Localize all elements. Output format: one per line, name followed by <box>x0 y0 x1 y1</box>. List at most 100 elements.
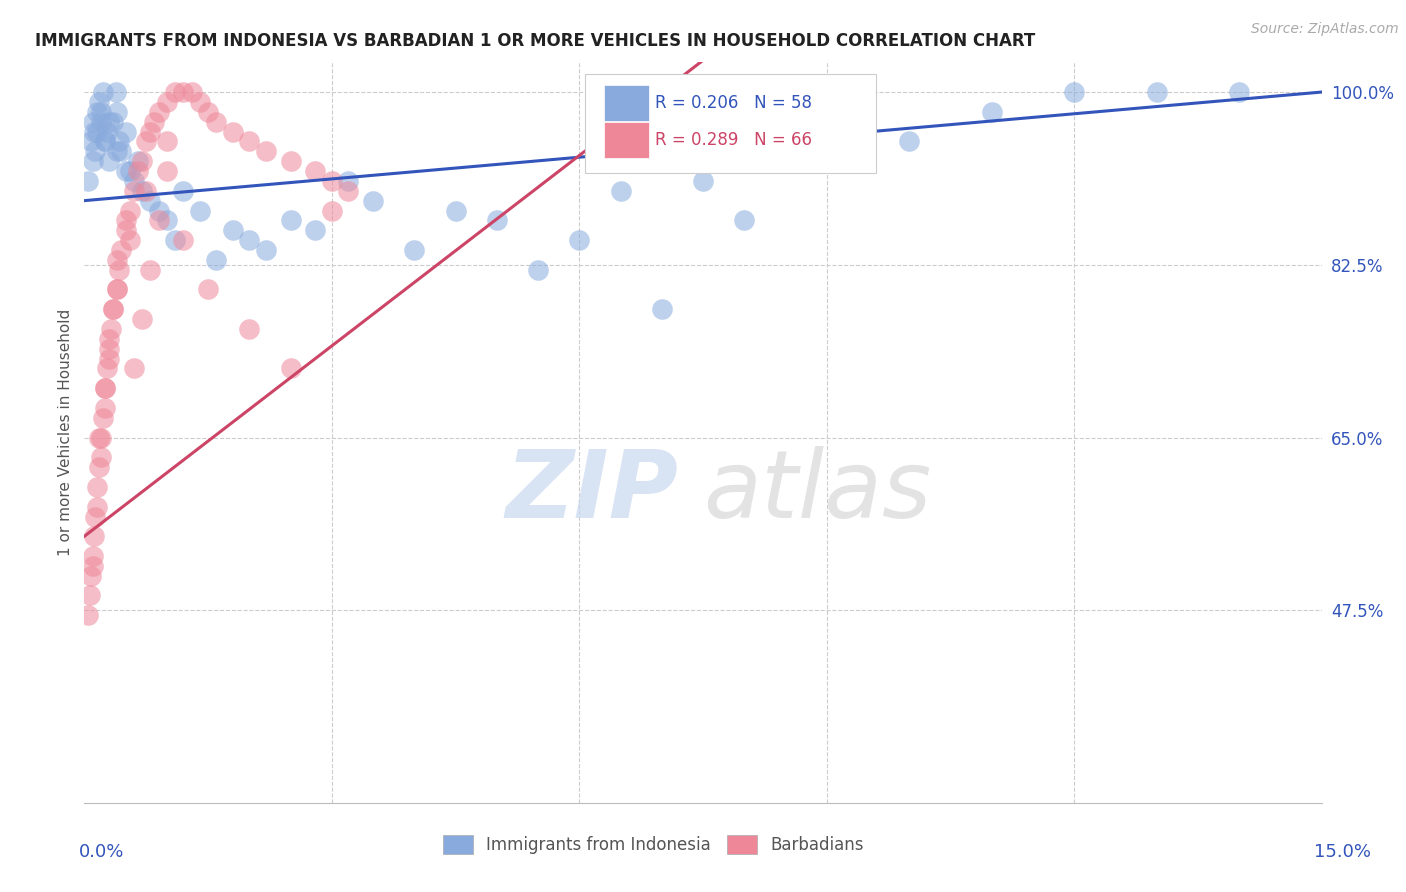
Point <box>172 233 194 247</box>
Point <box>197 283 219 297</box>
Point <box>337 174 360 188</box>
Point <box>980 104 1002 119</box>
Point <box>91 85 114 99</box>
Point <box>254 145 277 159</box>
Point <box>105 252 128 267</box>
Point <box>280 361 302 376</box>
Point <box>280 154 302 169</box>
Point <box>104 85 127 99</box>
FancyBboxPatch shape <box>605 86 648 121</box>
Point <box>110 145 132 159</box>
Point <box>205 114 228 128</box>
Point <box>110 243 132 257</box>
Point <box>165 233 187 247</box>
Point <box>254 243 277 257</box>
Point <box>733 213 755 227</box>
Point <box>98 332 121 346</box>
Point <box>86 104 108 119</box>
Point <box>205 252 228 267</box>
Point <box>692 174 714 188</box>
Point <box>96 361 118 376</box>
Point <box>122 184 145 198</box>
Point <box>89 431 111 445</box>
Point <box>118 164 141 178</box>
Point <box>89 460 111 475</box>
Point <box>172 184 194 198</box>
Point <box>148 203 170 218</box>
Point <box>90 431 112 445</box>
Point <box>108 135 131 149</box>
Point <box>139 262 162 277</box>
Point <box>91 410 114 425</box>
Point <box>118 203 141 218</box>
Point <box>188 95 211 109</box>
Point <box>156 164 179 178</box>
Point <box>98 154 121 169</box>
Point <box>80 135 103 149</box>
Point <box>222 223 245 237</box>
Point <box>148 213 170 227</box>
Point <box>197 104 219 119</box>
Point <box>238 135 260 149</box>
Point <box>135 184 157 198</box>
Point <box>114 164 136 178</box>
Point <box>103 302 125 317</box>
Text: 0.0%: 0.0% <box>79 843 124 861</box>
Point <box>304 164 326 178</box>
Point <box>222 124 245 138</box>
Point <box>156 213 179 227</box>
Point <box>122 174 145 188</box>
Point <box>165 85 187 99</box>
Point <box>361 194 384 208</box>
Point <box>321 203 343 218</box>
Point <box>105 145 128 159</box>
Y-axis label: 1 or more Vehicles in Household: 1 or more Vehicles in Household <box>58 309 73 557</box>
Point <box>90 114 112 128</box>
Point <box>98 114 121 128</box>
Point <box>131 154 153 169</box>
Point <box>127 154 149 169</box>
Point <box>238 322 260 336</box>
Text: 15.0%: 15.0% <box>1315 843 1371 861</box>
Point <box>105 104 128 119</box>
Point <box>444 203 467 218</box>
Point <box>1227 85 1250 99</box>
Point <box>84 145 107 159</box>
Point <box>127 164 149 178</box>
Point <box>77 174 100 188</box>
Point <box>105 283 128 297</box>
Point <box>98 342 121 356</box>
Point <box>94 381 117 395</box>
Point <box>118 233 141 247</box>
Point <box>148 104 170 119</box>
Point <box>404 243 426 257</box>
Point <box>103 114 125 128</box>
Point <box>90 104 112 119</box>
Point <box>651 302 673 317</box>
Point <box>122 361 145 376</box>
Point <box>143 114 166 128</box>
Point <box>77 608 100 623</box>
Point <box>609 184 631 198</box>
Point <box>80 568 103 582</box>
Point <box>82 114 104 128</box>
Point <box>100 322 122 336</box>
Point <box>337 184 360 198</box>
Point <box>94 381 117 395</box>
Point <box>815 154 838 169</box>
Point <box>96 124 118 138</box>
Point <box>1146 85 1168 99</box>
Point <box>485 213 508 227</box>
Text: R = 0.206   N = 58: R = 0.206 N = 58 <box>655 95 811 112</box>
Point <box>321 174 343 188</box>
Point <box>898 135 921 149</box>
Point <box>83 124 105 138</box>
Point <box>180 85 202 99</box>
Point <box>135 135 157 149</box>
Point <box>527 262 550 277</box>
Point <box>79 589 101 603</box>
Point <box>90 450 112 465</box>
Point <box>94 135 117 149</box>
Point <box>83 529 105 543</box>
FancyBboxPatch shape <box>585 73 876 173</box>
